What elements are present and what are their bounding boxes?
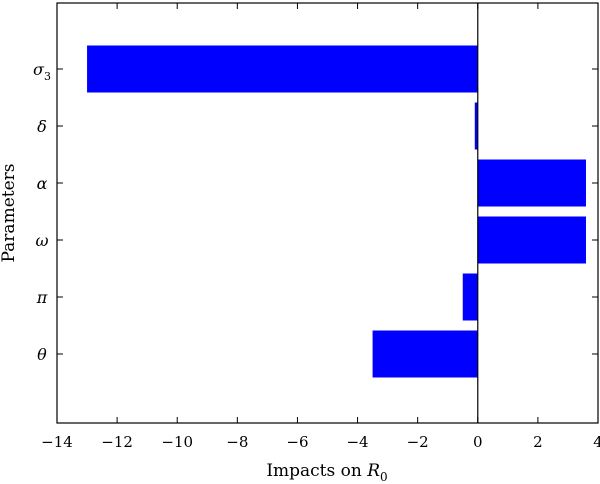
x-tick-label: 4 <box>593 433 600 451</box>
category-symbol: θ <box>37 345 47 364</box>
x-axis-ticks: −14 −12 −10 −8 −6 −4 −2 0 2 4 <box>41 3 600 451</box>
x-tick-label: −4 <box>346 433 368 451</box>
y-axis-categories: σ3 δ α ω π θ <box>33 60 598 364</box>
x-tick-label: −10 <box>161 433 193 451</box>
category-symbol: α <box>37 174 48 193</box>
x-tick-label: −12 <box>101 433 133 451</box>
category-symbol: π <box>36 288 48 307</box>
category-subscript: 3 <box>44 70 51 83</box>
plot-frame <box>56 2 599 424</box>
x-axis-title-text: Impacts on <box>266 461 367 481</box>
bars <box>87 45 586 378</box>
x-tick-label: −8 <box>226 433 248 451</box>
category-symbol: ω <box>35 231 48 250</box>
x-tick-label: −14 <box>41 433 73 451</box>
bar <box>477 216 586 264</box>
y-axis-title: Parameters <box>0 164 19 263</box>
bar <box>87 45 478 93</box>
x-tick-label: 0 <box>473 433 483 451</box>
x-axis-title: Impacts on R0 <box>266 461 387 484</box>
bar <box>372 330 478 378</box>
x-tick-label: 2 <box>533 433 543 451</box>
y-category-label: σ3 <box>33 60 51 83</box>
y-category-label: α <box>37 174 48 193</box>
x-axis-title-var: R <box>366 461 380 481</box>
y-category-label: π <box>36 288 48 307</box>
bar <box>477 159 586 207</box>
bar <box>474 102 478 150</box>
y-category-label: ω <box>35 231 48 250</box>
y-category-label: δ <box>37 117 47 136</box>
x-tick-label: −2 <box>407 433 429 451</box>
x-axis-title-sub: 0 <box>380 470 388 484</box>
y-category-label: θ <box>37 345 47 364</box>
category-symbol: δ <box>37 117 47 136</box>
category-symbol: σ <box>33 60 45 79</box>
x-tick-label: −6 <box>286 433 308 451</box>
bar <box>462 273 478 321</box>
